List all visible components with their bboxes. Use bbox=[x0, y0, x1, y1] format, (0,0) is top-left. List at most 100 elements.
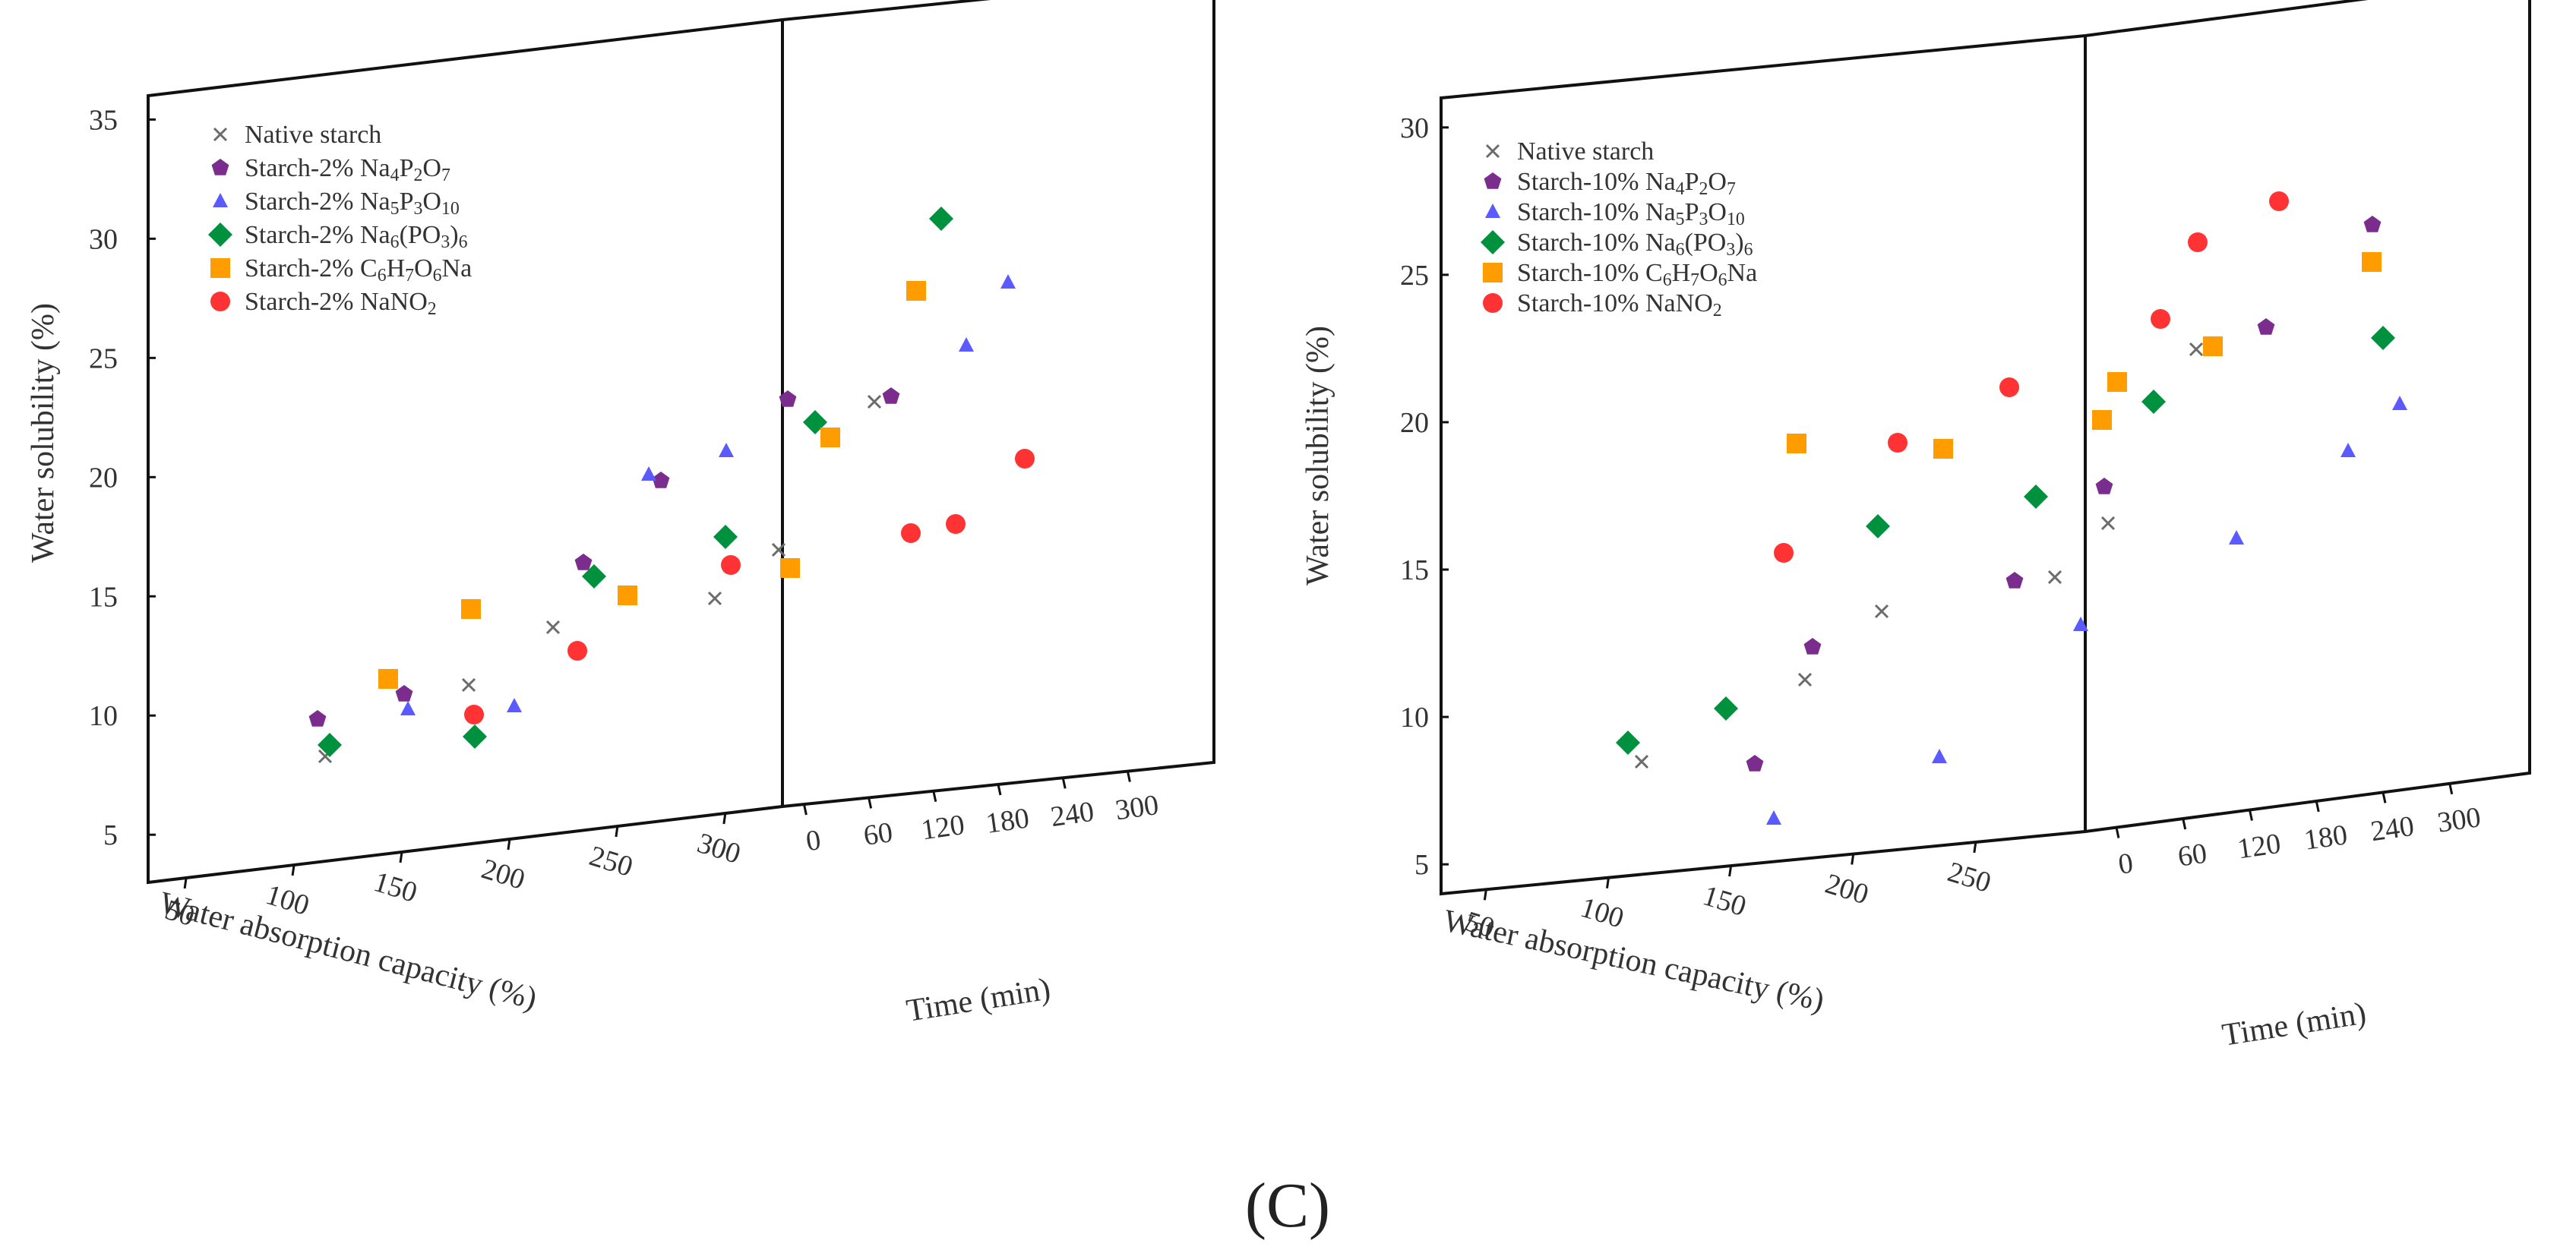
data-point bbox=[2189, 342, 2204, 357]
y-axis: 0 60 120 180 240 300 Time (min) bbox=[2115, 783, 2483, 1053]
x-tick-label: 250 bbox=[586, 840, 637, 883]
data-point bbox=[652, 472, 670, 488]
data-point bbox=[318, 733, 342, 757]
x-tick-mark bbox=[722, 813, 727, 825]
legend-label: Starch-2% Na6(PO3)6 bbox=[245, 221, 468, 252]
z-tick-label: 15 bbox=[1400, 554, 1429, 586]
series-2 bbox=[308, 387, 900, 727]
data-point bbox=[2095, 478, 2113, 494]
data-point bbox=[882, 387, 900, 404]
series-4 bbox=[318, 207, 953, 757]
y-tick-mark bbox=[2382, 792, 2387, 803]
data-point bbox=[507, 698, 522, 712]
data-point bbox=[574, 554, 593, 570]
legend-item: Starch-10% Na4P2O7 bbox=[1484, 168, 1736, 199]
x-tick-mark bbox=[1483, 889, 1487, 901]
x-tick-mark bbox=[1973, 841, 1977, 854]
data-point bbox=[1803, 638, 1822, 655]
z-tick-label: 10 bbox=[89, 700, 118, 732]
data-point bbox=[2229, 530, 2244, 544]
data-point bbox=[2203, 336, 2223, 356]
series-6 bbox=[464, 449, 1035, 724]
legend-item: Starch-2% Na4P2O7 bbox=[211, 154, 450, 185]
z-tick-label: 30 bbox=[1400, 112, 1429, 144]
y-tick-label: 120 bbox=[2236, 828, 2283, 866]
y-tick-mark bbox=[997, 784, 1002, 796]
legend-item: Starch-10% NaNO2 bbox=[1483, 289, 1722, 320]
y-tick-label: 180 bbox=[2302, 819, 2349, 857]
legend-label: Starch-10% Na4P2O7 bbox=[1517, 168, 1736, 199]
panel-label: (C) bbox=[1245, 1170, 1330, 1241]
legend-marker bbox=[210, 258, 230, 278]
x-tick-mark bbox=[615, 825, 619, 838]
legend-item: Starch-10% Na5P3O10 bbox=[1485, 198, 1745, 229]
z-axis-label: Water solubility (%) bbox=[26, 303, 61, 563]
x-tick-label: 150 bbox=[1699, 879, 1750, 923]
data-point bbox=[820, 428, 840, 447]
x-tick-mark bbox=[1851, 854, 1855, 865]
y-tick-mark bbox=[802, 803, 808, 816]
data-point bbox=[463, 724, 487, 749]
data-point bbox=[1634, 754, 1649, 769]
legend-marker bbox=[208, 223, 232, 247]
y-tick-label: 300 bbox=[2435, 801, 2483, 839]
data-point bbox=[545, 620, 561, 635]
legend-marker bbox=[1483, 263, 1503, 282]
y-tick-label: 120 bbox=[919, 809, 966, 847]
legend-marker bbox=[1481, 230, 1505, 254]
z-axis: 5 10 15 20 25 30 35 Water solubility (%) bbox=[26, 104, 156, 851]
data-point bbox=[2371, 326, 2395, 350]
data-point bbox=[618, 585, 637, 605]
data-point bbox=[395, 685, 413, 702]
data-point bbox=[1000, 274, 1016, 289]
data-point bbox=[1774, 543, 1794, 563]
axes-box bbox=[1440, 0, 2531, 896]
data-point bbox=[721, 555, 741, 575]
legend-item: Starch-2% Na6(PO3)6 bbox=[208, 221, 468, 252]
x-tick-label: 100 bbox=[1577, 892, 1628, 935]
legend-label: Starch-2% Na4P2O7 bbox=[245, 154, 450, 185]
data-point bbox=[2363, 216, 2382, 232]
x-tick-mark bbox=[183, 877, 188, 889]
data-point bbox=[2005, 572, 2024, 589]
data-point bbox=[1746, 755, 1764, 772]
z-tick-label: 5 bbox=[1414, 849, 1429, 881]
y-tick-mark bbox=[2115, 827, 2120, 838]
data-point bbox=[1714, 696, 1738, 721]
data-point bbox=[2257, 318, 2275, 335]
data-points bbox=[1616, 191, 2407, 825]
y-tick-label: 240 bbox=[1048, 796, 1095, 834]
x-tick-label: 250 bbox=[1944, 856, 1995, 899]
data-point bbox=[567, 641, 587, 661]
data-point bbox=[2341, 443, 2356, 457]
legend-item: Starch-10% C6H7O6Na bbox=[1483, 259, 1757, 290]
data-points bbox=[308, 207, 1035, 764]
y-axis-label: Time (min) bbox=[2220, 996, 2369, 1053]
y-tick-label: 0 bbox=[2116, 847, 2135, 881]
data-point bbox=[1766, 810, 1781, 825]
series-3 bbox=[1766, 396, 2407, 825]
data-point bbox=[2100, 516, 2116, 531]
data-point bbox=[1932, 749, 1947, 763]
z-tick-label: 15 bbox=[89, 581, 118, 613]
z-axis-label: Water solubility (%) bbox=[1301, 326, 1335, 585]
data-point bbox=[308, 710, 327, 727]
series-5 bbox=[378, 281, 926, 689]
data-point bbox=[2107, 372, 2127, 392]
y-tick-mark bbox=[2248, 810, 2253, 821]
data-point bbox=[719, 443, 734, 457]
series-6 bbox=[1774, 191, 2289, 563]
legend-marker bbox=[1484, 172, 1502, 189]
data-point bbox=[461, 599, 481, 619]
data-point bbox=[2362, 252, 2382, 272]
legend-label: Starch-2% C6H7O6Na bbox=[245, 254, 472, 286]
x-tick-mark bbox=[507, 838, 511, 851]
data-point bbox=[378, 669, 398, 689]
data-point bbox=[713, 525, 738, 549]
x-tick-mark bbox=[1605, 877, 1610, 888]
z-tick-label: 35 bbox=[89, 104, 118, 136]
y-tick-label: 60 bbox=[861, 816, 894, 852]
data-point bbox=[1866, 514, 1890, 538]
y-tick-mark bbox=[2448, 783, 2454, 795]
